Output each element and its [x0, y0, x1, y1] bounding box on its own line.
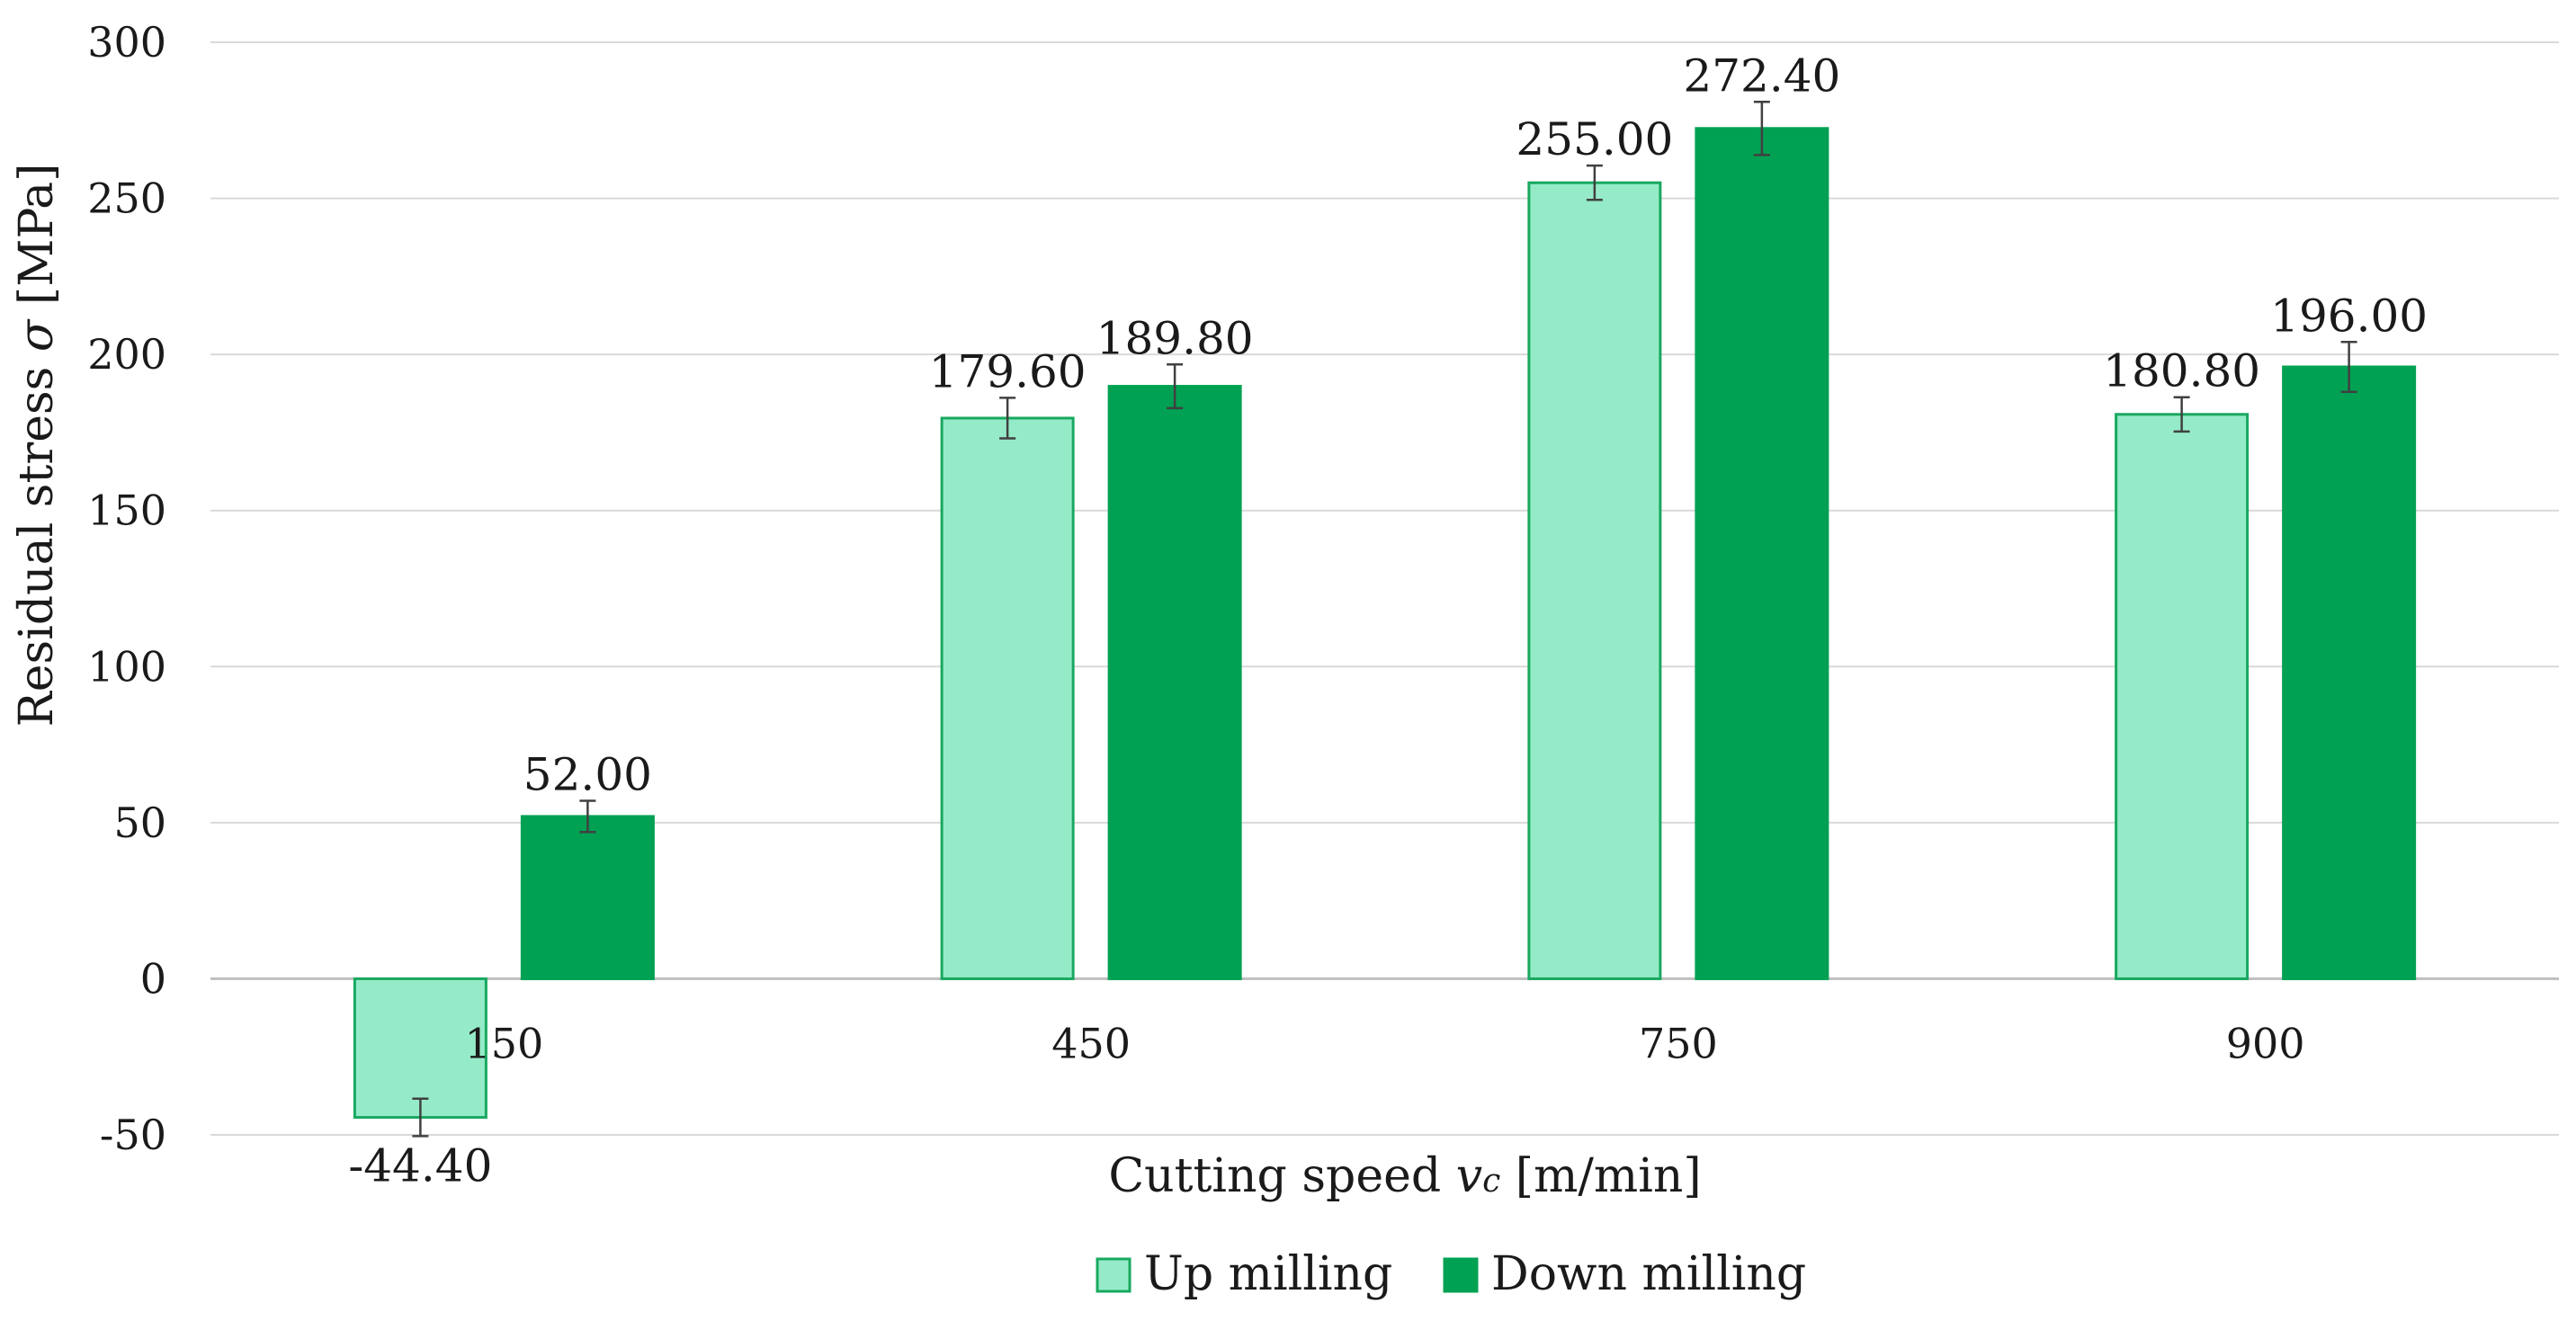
legend-label-down-milling: Down milling — [1491, 1247, 1806, 1301]
error-bar — [412, 1097, 429, 1138]
bars — [353, 127, 2417, 1120]
error-bar — [2173, 396, 2190, 433]
bar-up-milling-450 — [940, 416, 1075, 980]
data-label: 272.40 — [1683, 49, 1840, 102]
data-label: 255.00 — [1516, 113, 1673, 165]
bar-up-milling-750 — [1527, 181, 1662, 980]
y-tick-label: 100 — [87, 642, 166, 691]
error-bar — [2340, 341, 2357, 394]
error-bar — [999, 397, 1016, 440]
x-tick-label: 900 — [2226, 1019, 2305, 1067]
x-tick-label: 150 — [464, 1019, 543, 1067]
bar-down-milling-750 — [1695, 127, 1829, 980]
error-bar — [1167, 363, 1184, 410]
data-label: -44.40 — [348, 1139, 492, 1192]
y-tick-label: 150 — [87, 486, 166, 535]
data-label: 52.00 — [523, 749, 652, 801]
data-label: 189.80 — [1096, 312, 1254, 364]
y-tick-labels: -50 0 50 100 150 200 250 300 — [87, 18, 166, 1159]
y-tick-label: 50 — [113, 799, 166, 847]
legend-label-up-milling: Up milling — [1144, 1247, 1392, 1301]
error-bar — [579, 799, 596, 834]
x-tick-label: 750 — [1639, 1019, 1718, 1067]
data-label: 196.00 — [2270, 290, 2428, 342]
data-label: 179.60 — [929, 345, 1087, 397]
x-tick-label: 450 — [1051, 1019, 1131, 1067]
y-tick-label: 300 — [87, 18, 166, 67]
error-bar — [1753, 101, 1770, 156]
y-axis-title: Residual stress σ [MPa] — [10, 164, 64, 727]
y-tick-label: 200 — [87, 330, 166, 379]
error-bar — [1586, 164, 1603, 201]
y-tick-label: -50 — [100, 1111, 166, 1159]
y-tick-label: 250 — [87, 174, 166, 223]
data-label: 180.80 — [2103, 345, 2260, 397]
legend: Up milling Down milling — [1096, 1247, 1806, 1301]
x-tick-labels: 150 450 750 900 — [464, 1019, 2304, 1067]
y-tick-label: 0 — [140, 954, 166, 1003]
bar-down-milling-450 — [1107, 385, 1242, 980]
bar-down-milling-150 — [520, 815, 655, 980]
error-bars — [412, 101, 2357, 1138]
x-axis-title: Cutting speed vc [m/min] — [1108, 1149, 1701, 1203]
bar-down-milling-900 — [2282, 365, 2417, 980]
bar-up-milling-150 — [353, 977, 487, 1120]
bar-up-milling-900 — [2115, 413, 2250, 980]
legend-swatch-down-milling — [1443, 1257, 1479, 1293]
legend-swatch-up-milling — [1096, 1257, 1131, 1293]
